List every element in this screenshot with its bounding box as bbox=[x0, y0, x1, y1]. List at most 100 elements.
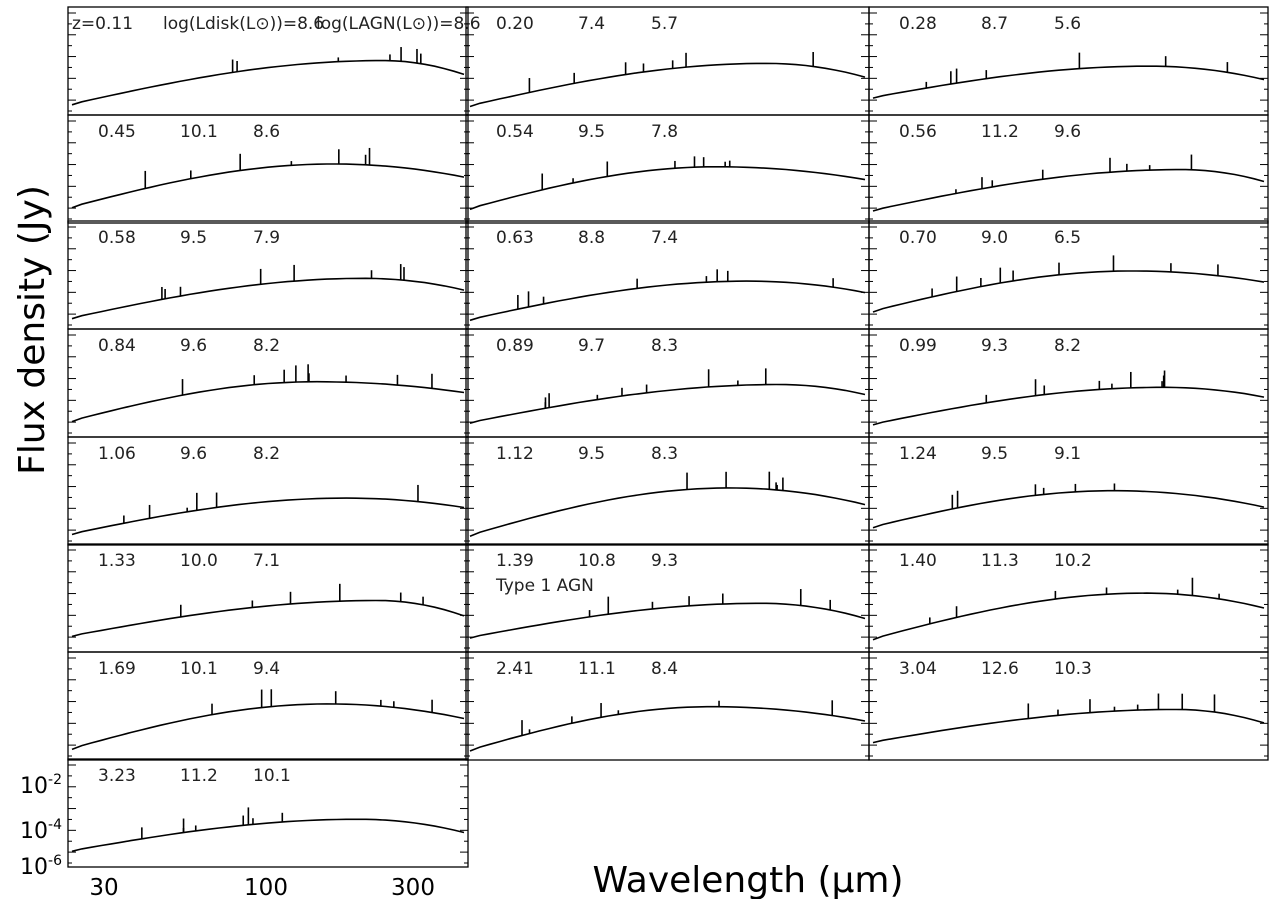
lagn-label: 9.1 bbox=[1054, 444, 1081, 464]
panel-frame bbox=[868, 651, 1269, 761]
ytick-label-1e-6: 10-6 bbox=[20, 853, 62, 880]
panel-10: 0.84 9.6 8.2 bbox=[67, 328, 469, 438]
ldisk-label: 9.5 bbox=[180, 228, 207, 248]
redshift-label: 1.12 bbox=[496, 444, 534, 464]
ldisk-label: 9.6 bbox=[180, 336, 207, 356]
sed-curve bbox=[469, 166, 866, 211]
sed-curve bbox=[71, 59, 465, 106]
ytick-label-1e-4: 10-4 bbox=[20, 817, 62, 844]
ytick-label-1e-2: 10-2 bbox=[20, 772, 62, 799]
ldisk-label: 9.5 bbox=[981, 444, 1008, 464]
sed-curve bbox=[872, 65, 1265, 99]
sed-curve bbox=[872, 592, 1265, 641]
sed-curve bbox=[872, 708, 1265, 744]
redshift-label: 0.20 bbox=[496, 14, 534, 34]
lagn-label: 5.7 bbox=[651, 14, 678, 34]
ldisk-label: 10.1 bbox=[180, 122, 218, 142]
redshift-label: 0.89 bbox=[496, 336, 534, 356]
xtick-label-30: 30 bbox=[89, 875, 118, 899]
panel-frame bbox=[868, 114, 1269, 224]
lagn-label: 7.1 bbox=[253, 551, 280, 571]
sed-curve bbox=[469, 383, 866, 424]
sed-curve bbox=[71, 818, 465, 853]
lagn-label: 9.4 bbox=[253, 659, 280, 679]
lagn-label: 8.2 bbox=[253, 444, 280, 464]
lagn-label: 8.6 bbox=[253, 122, 280, 142]
ldisk-label: 8.8 bbox=[578, 228, 605, 248]
ldisk-label: 9.0 bbox=[981, 228, 1008, 248]
redshift-label: 1.24 bbox=[899, 444, 937, 464]
panel-22: 3.23 11.2 10.1 bbox=[67, 758, 469, 868]
sed-curve bbox=[71, 163, 465, 209]
panel-18: 1.40 11.3 10.2 bbox=[868, 543, 1269, 653]
sed-curve bbox=[872, 168, 1265, 212]
panel-13: 1.06 9.6 8.2 bbox=[67, 436, 469, 546]
ldisk-label: 9.6 bbox=[180, 444, 207, 464]
redshift-label: 1.40 bbox=[899, 551, 937, 571]
ldisk-label: 9.3 bbox=[981, 336, 1008, 356]
sed-curve bbox=[71, 380, 465, 423]
redshift-label: 0.70 bbox=[899, 228, 937, 248]
ldisk-label: 7.4 bbox=[578, 14, 605, 34]
lagn-label: 9.6 bbox=[1054, 122, 1081, 142]
redshift-label: 0.54 bbox=[496, 122, 534, 142]
redshift-label: 1.33 bbox=[98, 551, 136, 571]
panel-note: Type 1 AGN bbox=[495, 576, 594, 596]
panel-6: 0.56 11.2 9.6 bbox=[868, 114, 1269, 224]
ldisk-label: 9.5 bbox=[578, 444, 605, 464]
panel-12: 0.99 9.3 8.2 bbox=[868, 328, 1269, 438]
redshift-label: 1.69 bbox=[98, 659, 136, 679]
sed-curve bbox=[71, 703, 465, 751]
panel-frame bbox=[67, 114, 469, 224]
ldisk-label: 10.1 bbox=[180, 659, 218, 679]
panel-5: 0.54 9.5 7.8 bbox=[465, 114, 870, 224]
panel-19: 1.69 10.1 9.4 bbox=[67, 651, 469, 761]
lagn-label: 8.3 bbox=[651, 336, 678, 356]
lagn-label: 8.3 bbox=[651, 444, 678, 464]
lagn-label: 9.3 bbox=[651, 551, 678, 571]
ldisk-label: 10.8 bbox=[578, 551, 616, 571]
panel-4: 0.45 10.1 8.6 bbox=[67, 114, 469, 224]
lagn-label: 7.8 bbox=[651, 122, 678, 142]
panel-3: 0.28 8.7 5.6 bbox=[868, 6, 1269, 116]
sed-curve bbox=[469, 487, 866, 537]
ldisk-label: 9.7 bbox=[578, 336, 605, 356]
lagn-label: 5.6 bbox=[1054, 14, 1081, 34]
lagn-label: 7.4 bbox=[651, 228, 678, 248]
lagn-label: log(LAGN(L⊙))=8.6 bbox=[316, 14, 481, 34]
panel-11: 0.89 9.7 8.3 bbox=[465, 328, 870, 438]
redshift-label: 3.04 bbox=[899, 659, 937, 679]
panel-9: 0.70 9.0 6.5 bbox=[868, 220, 1269, 330]
sed-curve bbox=[71, 277, 465, 320]
x-axis-title: Wavelength (μm) bbox=[592, 860, 903, 899]
panel-frame bbox=[67, 758, 469, 868]
redshift-label: 0.99 bbox=[899, 336, 937, 356]
panel-21: 3.04 12.6 10.3 bbox=[868, 651, 1269, 761]
ldisk-label: log(Ldisk(L⊙))=8.6 bbox=[163, 14, 324, 34]
lagn-label: 10.2 bbox=[1054, 551, 1092, 571]
ldisk-label: 12.6 bbox=[981, 659, 1019, 679]
redshift-label: 0.56 bbox=[899, 122, 937, 142]
sed-curve bbox=[469, 280, 866, 322]
lagn-label: 6.5 bbox=[1054, 228, 1081, 248]
panel-2: 0.20 7.4 5.7 bbox=[465, 6, 870, 116]
redshift-label: 0.28 bbox=[899, 14, 937, 34]
panel-20: 2.41 11.1 8.4 bbox=[465, 651, 870, 761]
lagn-label: 7.9 bbox=[253, 228, 280, 248]
sed-curve bbox=[71, 497, 465, 536]
redshift-label: 1.39 bbox=[496, 551, 534, 571]
ldisk-label: 11.2 bbox=[180, 766, 218, 786]
panel-16: 1.33 10.0 7.1 bbox=[67, 543, 469, 653]
redshift-label: 3.23 bbox=[98, 766, 136, 786]
panel-1: z=0.11 log(Ldisk(L⊙))=8.6log(LAGN(L⊙))=8.… bbox=[67, 6, 481, 116]
lagn-label: 8.2 bbox=[1054, 336, 1081, 356]
redshift-label: 0.58 bbox=[98, 228, 136, 248]
lagn-label: 8.2 bbox=[253, 336, 280, 356]
sed-curve bbox=[469, 705, 866, 752]
redshift-label: 2.41 bbox=[496, 659, 534, 679]
panel-14: 1.12 9.5 8.3 bbox=[465, 436, 870, 546]
ldisk-label: 11.2 bbox=[981, 122, 1019, 142]
redshift-label: 0.63 bbox=[496, 228, 534, 248]
panel-15: 1.24 9.5 9.1 bbox=[868, 436, 1269, 546]
